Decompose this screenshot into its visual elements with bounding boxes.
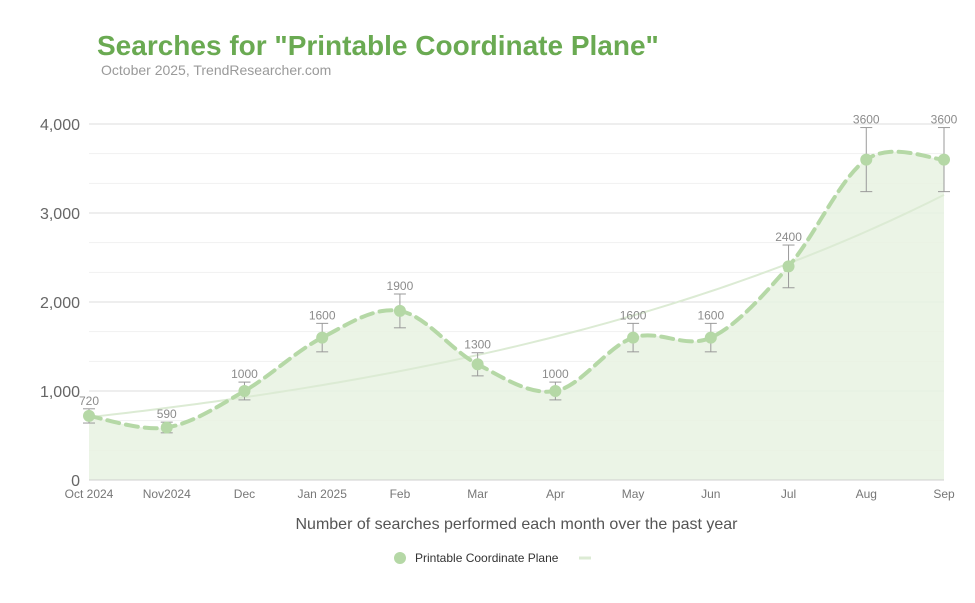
legend[interactable]: Printable Coordinate Plane: [394, 551, 591, 565]
x-axis-title: Number of searches performed each month …: [296, 516, 739, 533]
data-point[interactable]: [627, 331, 640, 344]
data-point[interactable]: [471, 358, 484, 371]
x-tick-label: Feb: [390, 487, 411, 501]
y-tick-label: 2,000: [40, 295, 80, 312]
data-point[interactable]: [549, 385, 562, 397]
data-label: 1300: [464, 338, 491, 352]
data-point[interactable]: [316, 331, 329, 344]
data-label: 3600: [931, 113, 958, 127]
x-tick-label: Oct 2024: [65, 487, 114, 501]
y-tick-label: 1,000: [40, 384, 80, 401]
data-label: 1600: [309, 308, 336, 322]
data-label: 1900: [387, 279, 414, 293]
y-tick-label: 0: [71, 473, 80, 490]
data-points: [83, 153, 950, 434]
data-labels: 720 590 1000 1600 1900 1300 1000 1600 1600 2400 36…: [79, 113, 958, 422]
data-point[interactable]: [860, 153, 873, 166]
x-tick-label: Mar: [467, 487, 488, 501]
data-point[interactable]: [393, 304, 406, 317]
data-point[interactable]: [938, 153, 950, 166]
chart-title: Searches for "Printable Coordinate Plane…: [97, 30, 659, 61]
legend-marker: [394, 552, 406, 564]
legend-label: Printable Coordinate Plane: [415, 551, 559, 565]
y-tick-label: 3,000: [40, 206, 80, 223]
x-tick-label: Nov2024: [143, 487, 191, 501]
x-tick-label: Aug: [856, 487, 877, 501]
data-point[interactable]: [238, 385, 251, 397]
data-label: 1000: [231, 367, 258, 381]
axes: 0 1,000 2,000 3,000 4,000 Oct 2024 Nov2024 Dec J…: [40, 117, 955, 501]
data-label: 2400: [775, 230, 802, 244]
y-tick-label: 4,000: [40, 117, 80, 134]
data-point[interactable]: [160, 421, 173, 434]
x-tick-label: May: [622, 487, 645, 501]
data-label: 720: [79, 394, 99, 408]
data-point[interactable]: [704, 331, 717, 344]
data-label: 3600: [853, 113, 880, 127]
x-tick-label: Sep: [933, 487, 955, 501]
chart-subtitle: October 2025, TrendResearcher.com: [101, 62, 332, 78]
series-area: [89, 151, 944, 480]
data-point[interactable]: [83, 409, 95, 422]
data-label: 1600: [620, 308, 647, 322]
data-label: 590: [157, 407, 177, 421]
data-label: 1000: [542, 367, 569, 381]
x-tick-label: Apr: [546, 487, 565, 501]
x-tick-label: Dec: [234, 487, 255, 501]
data-point[interactable]: [782, 260, 795, 273]
x-tick-label: Jul: [781, 487, 796, 501]
x-tick-label: Jan 2025: [297, 487, 347, 501]
data-label: 1600: [697, 308, 724, 322]
x-tick-label: Jun: [701, 487, 720, 501]
